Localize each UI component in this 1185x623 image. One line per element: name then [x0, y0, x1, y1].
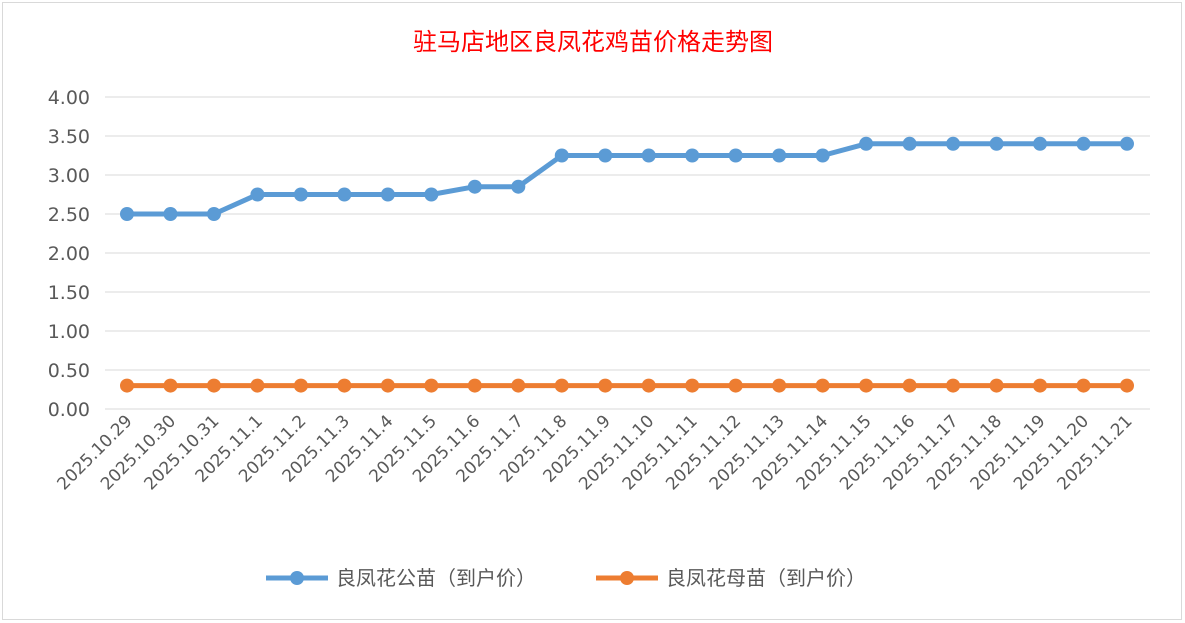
data-point [902, 136, 917, 151]
data-point [598, 148, 613, 163]
data-point [163, 378, 178, 393]
data-point [1120, 136, 1134, 151]
data-point [163, 207, 178, 221]
data-point [293, 378, 308, 393]
data-point [206, 378, 221, 393]
data-point [424, 378, 439, 393]
data-point [989, 378, 1004, 393]
data-point [1033, 378, 1048, 393]
data-point [989, 136, 1004, 151]
data-point [1120, 378, 1134, 393]
y-tick-label: 0.00 [48, 399, 90, 421]
data-point [380, 378, 395, 393]
y-tick-label: 0.50 [48, 360, 90, 382]
data-point [1076, 136, 1091, 151]
data-point [511, 378, 526, 393]
data-point [598, 378, 613, 393]
data-point [685, 148, 700, 163]
data-point [511, 179, 526, 194]
data-point [815, 378, 830, 393]
legend-marker-icon [620, 571, 634, 585]
data-point [424, 187, 439, 202]
series-line-0 [127, 141, 1127, 217]
y-tick-label: 3.00 [48, 165, 90, 187]
data-point [772, 378, 787, 393]
y-tick-label: 2.50 [48, 204, 90, 226]
y-tick-label: 1.00 [48, 321, 90, 343]
data-point [206, 207, 221, 221]
data-point [337, 187, 352, 202]
data-point [728, 148, 743, 163]
data-point [554, 148, 569, 163]
data-point [1033, 136, 1048, 151]
data-point [120, 207, 134, 221]
data-point [337, 378, 352, 393]
data-point [859, 136, 874, 151]
data-point [772, 148, 787, 163]
data-point [293, 187, 308, 202]
y-tick-label: 3.50 [48, 126, 90, 148]
data-point [815, 148, 830, 163]
data-point [120, 378, 134, 393]
data-point [1076, 378, 1091, 393]
data-point [467, 378, 482, 393]
data-point [685, 378, 700, 393]
legend-marker-icon [290, 571, 304, 585]
data-point [467, 179, 482, 194]
data-point [641, 148, 656, 163]
data-point [380, 187, 395, 202]
legend-label: 良凤花公苗（到户价） [336, 566, 536, 590]
data-point [946, 378, 961, 393]
data-point [902, 378, 917, 393]
data-point [554, 378, 569, 393]
data-point [946, 136, 961, 151]
data-point [728, 378, 743, 393]
y-tick-label: 2.00 [48, 243, 90, 265]
data-point [250, 187, 265, 202]
legend-label: 良凤花母苗（到户价） [666, 566, 866, 590]
y-tick-label: 1.50 [48, 282, 90, 304]
data-point [859, 378, 874, 393]
chart-title: 驻马店地区良凤花鸡苗价格走势图 [413, 28, 773, 56]
data-point [641, 378, 656, 393]
y-tick-label: 4.00 [48, 87, 90, 109]
data-point [250, 378, 265, 393]
